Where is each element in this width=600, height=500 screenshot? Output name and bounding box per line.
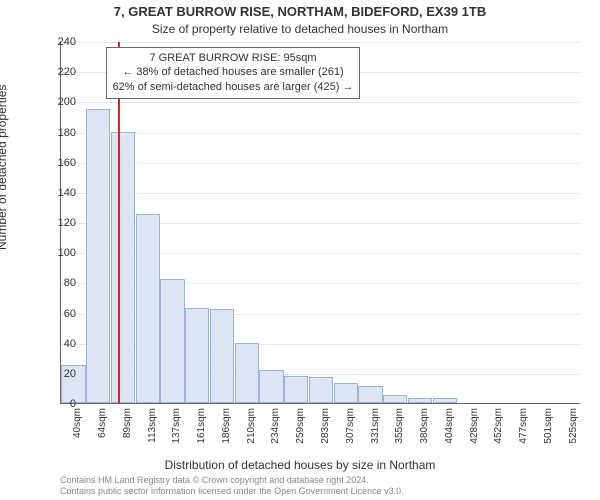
x-tick: 137sqm <box>171 408 182 458</box>
y-tick: 20 <box>46 368 76 380</box>
gridline <box>61 133 580 134</box>
y-tick: 100 <box>46 247 76 259</box>
x-tick: 64sqm <box>97 408 108 458</box>
x-tick: 113sqm <box>147 408 158 458</box>
x-axis-label: Distribution of detached houses by size … <box>0 458 600 472</box>
x-tick: 186sqm <box>221 408 232 458</box>
annotation-box: 7 GREAT BURROW RISE: 95sqm← 38% of detac… <box>106 47 361 100</box>
x-tick: 428sqm <box>469 408 480 458</box>
x-tick: 525sqm <box>568 408 579 458</box>
bar <box>235 343 259 403</box>
annotation-line: 7 GREAT BURROW RISE: 95sqm <box>113 51 354 66</box>
y-tick: 140 <box>46 187 76 199</box>
x-tick: 355sqm <box>394 408 405 458</box>
annotation-line: 62% of semi-detached houses are larger (… <box>113 80 354 95</box>
x-tick: 501sqm <box>543 408 554 458</box>
bar <box>358 386 382 403</box>
bar <box>136 214 160 403</box>
annotation-line: ← 38% of detached houses are smaller (26… <box>113 65 354 80</box>
y-axis-label: Number of detached properties <box>0 85 9 250</box>
bar <box>408 398 432 403</box>
x-tick: 380sqm <box>419 408 430 458</box>
bar <box>111 132 135 404</box>
x-tick: 307sqm <box>345 408 356 458</box>
x-tick: 452sqm <box>493 408 504 458</box>
x-tick: 40sqm <box>72 408 83 458</box>
x-tick: 404sqm <box>444 408 455 458</box>
y-tick: 60 <box>46 308 76 320</box>
y-tick: 240 <box>46 36 76 48</box>
y-tick: 200 <box>46 96 76 108</box>
y-tick: 80 <box>46 277 76 289</box>
x-tick: 477sqm <box>518 408 529 458</box>
footer-line1: Contains HM Land Registry data © Crown c… <box>60 475 594 486</box>
x-tick: 259sqm <box>295 408 306 458</box>
gridline <box>61 42 580 43</box>
gridline <box>61 102 580 103</box>
plot-area: 7 GREAT BURROW RISE: 95sqm← 38% of detac… <box>60 42 580 404</box>
gridline <box>61 163 580 164</box>
y-tick: 180 <box>46 127 76 139</box>
chart-title: 7, GREAT BURROW RISE, NORTHAM, BIDEFORD,… <box>0 4 600 19</box>
bar <box>433 398 457 403</box>
bar <box>259 370 283 403</box>
x-tick: 283sqm <box>320 408 331 458</box>
bar <box>383 395 407 403</box>
x-tick: 89sqm <box>122 408 133 458</box>
x-tick: 161sqm <box>196 408 207 458</box>
x-tick: 210sqm <box>246 408 257 458</box>
bar <box>284 376 308 403</box>
bar <box>309 377 333 403</box>
x-tick: 234sqm <box>270 408 281 458</box>
gridline <box>61 193 580 194</box>
y-tick: 120 <box>46 217 76 229</box>
bar <box>185 308 209 403</box>
bar <box>86 109 110 403</box>
x-tick: 331sqm <box>370 408 381 458</box>
y-tick: 160 <box>46 157 76 169</box>
footer-text: Contains HM Land Registry data © Crown c… <box>60 475 594 497</box>
chart-subtitle: Size of property relative to detached ho… <box>0 22 600 36</box>
y-tick: 40 <box>46 338 76 350</box>
bar <box>210 309 234 403</box>
bar <box>334 383 358 403</box>
y-tick: 220 <box>46 66 76 78</box>
footer-line2: Contains public sector information licen… <box>60 486 594 497</box>
bar <box>160 279 184 403</box>
